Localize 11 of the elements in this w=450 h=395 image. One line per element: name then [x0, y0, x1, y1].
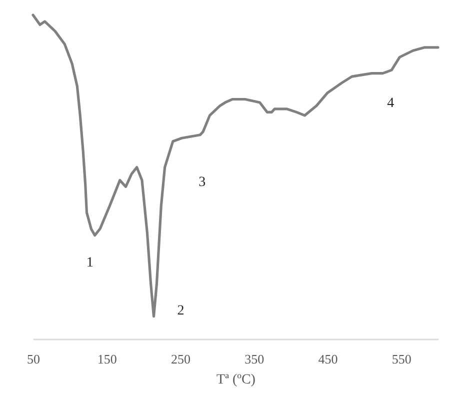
annotation: 1: [86, 255, 94, 270]
x-tick-label: 450: [318, 352, 338, 366]
annotation: 2: [177, 303, 184, 318]
annotation: 4: [387, 96, 394, 112]
x-tick-label: 150: [97, 352, 117, 366]
x-tick-label: 550: [392, 352, 412, 366]
annotation: 3: [198, 174, 206, 190]
x-tick-label: 50: [27, 352, 40, 366]
x-axis-title: Tª (ºC): [216, 372, 256, 388]
x-tick-label: 350: [244, 352, 264, 366]
x-tick-label: 250: [171, 352, 191, 366]
